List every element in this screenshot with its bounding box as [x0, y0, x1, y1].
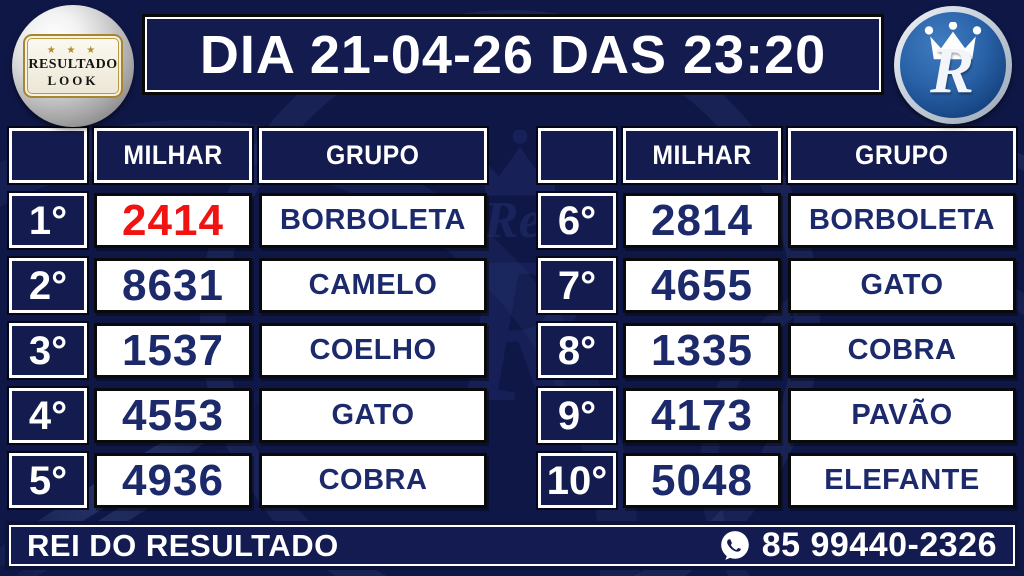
grupo-cell: GATO — [788, 258, 1016, 313]
grupo-cell: BORBOLETA — [259, 193, 487, 248]
milhar-cell: 4553 — [94, 388, 252, 443]
rei-logo: Rei R — [894, 6, 1012, 124]
logo-left-line2: LOOK — [47, 72, 99, 88]
rei-script-label: Rei — [941, 44, 965, 63]
milhar-header: MILHAR — [623, 128, 781, 183]
stars-icon: ★ ★ ★ — [46, 44, 100, 56]
pos-header-cell — [9, 128, 87, 183]
logo-left-line1: RESULTADO — [28, 56, 118, 72]
grupo-header: GRUPO — [788, 128, 1016, 183]
rei-letter: R — [930, 34, 975, 107]
milhar-cell: 2814 — [623, 193, 781, 248]
phone-contact: 85 99440-2326 — [718, 526, 997, 565]
position-cell: 7° — [538, 258, 616, 313]
grupo-cell: COBRA — [259, 453, 487, 508]
results-table-right: MILHAR GRUPO 6° 2814 BORBOLETA 7° 4655 G… — [538, 128, 1016, 508]
position-cell: 6° — [538, 193, 616, 248]
crown-icon — [924, 22, 982, 60]
position-cell: 4° — [9, 388, 87, 443]
position-cell: 2° — [9, 258, 87, 313]
grupo-cell: CAMELO — [259, 258, 487, 313]
position-cell: 1° — [9, 193, 87, 248]
milhar-header: MILHAR — [94, 128, 252, 183]
grupo-cell: GATO — [259, 388, 487, 443]
phone-number: 85 99440-2326 — [761, 526, 997, 564]
grupo-cell: COELHO — [259, 323, 487, 378]
milhar-cell: 4173 — [623, 388, 781, 443]
results-table-left: MILHAR GRUPO 1° 2414 BORBOLETA 2° 8631 C… — [9, 128, 487, 508]
rei-logo-disc: Rei R — [900, 12, 1006, 118]
grupo-cell: PAVÃO — [788, 388, 1016, 443]
milhar-cell: 5048 — [623, 453, 781, 508]
draw-date-time: DIA 21-04-26 DAS 23:20 — [199, 24, 827, 85]
position-cell: 9° — [538, 388, 616, 443]
grupo-cell: BORBOLETA — [788, 193, 1016, 248]
footer-bar: REI DO RESULTADO 85 99440-2326 — [5, 521, 1019, 570]
position-cell: 5° — [9, 453, 87, 508]
position-cell: 8° — [538, 323, 616, 378]
grupo-header: GRUPO — [259, 128, 487, 183]
milhar-cell: 4936 — [94, 453, 252, 508]
resultado-look-logo: ★ ★ ★ RESULTADO LOOK — [12, 5, 134, 127]
date-banner: DIA 21-04-26 DAS 23:20 — [142, 14, 884, 95]
grupo-cell: ELEFANTE — [788, 453, 1016, 508]
milhar-cell: 8631 — [94, 258, 252, 313]
position-cell: 3° — [9, 323, 87, 378]
position-cell: 10° — [538, 453, 616, 508]
milhar-cell: 2414 — [94, 193, 252, 248]
footer-inner: REI DO RESULTADO 85 99440-2326 — [9, 525, 1015, 566]
whatsapp-phone-icon — [720, 530, 749, 560]
pos-header-cell — [538, 128, 616, 183]
resultado-look-badge: ★ ★ ★ RESULTADO LOOK — [23, 34, 123, 98]
milhar-cell: 1335 — [623, 323, 781, 378]
grupo-cell: COBRA — [788, 323, 1016, 378]
milhar-cell: 1537 — [94, 323, 252, 378]
date-banner-inner: DIA 21-04-26 DAS 23:20 — [145, 17, 881, 92]
brand-name: REI DO RESULTADO — [27, 527, 339, 563]
milhar-cell: 4655 — [623, 258, 781, 313]
